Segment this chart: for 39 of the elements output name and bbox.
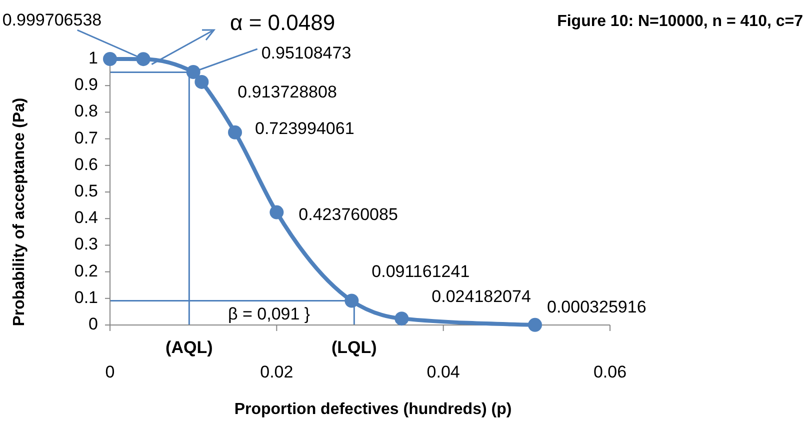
point: [136, 52, 150, 66]
ref-line-label: (AQL): [166, 338, 213, 357]
data-label: 0.000325916: [547, 297, 646, 316]
point: [186, 65, 200, 80]
y-tick-label: 0.8: [74, 102, 98, 121]
data-label: 0.423760085: [298, 204, 398, 224]
point: [194, 74, 209, 89]
y-axis-title: Probability of acceptance (Pa): [11, 98, 28, 326]
point: [394, 312, 409, 326]
ref-line-label: (LQL): [332, 338, 377, 357]
x-tick-label: 0.02: [260, 362, 294, 382]
data-label: 0.024182074: [432, 287, 531, 306]
point: [228, 125, 242, 140]
point: [270, 205, 284, 220]
y-tick-label: 0: [88, 314, 98, 334]
y-tick-label: 0.7: [74, 128, 98, 148]
x-tick-label: 0.04: [426, 362, 460, 382]
x-tick-label: 0.06: [593, 362, 627, 382]
data-label: 0.999706538: [2, 10, 102, 30]
data-label: 0.95108473: [261, 43, 352, 62]
text: Figure 10: N=10000, n = 410, c=7: [557, 13, 804, 30]
y-tick-label: 0.6: [74, 154, 98, 174]
data-label: 0.913728808: [238, 82, 337, 102]
y-tick-label: 0.4: [74, 208, 98, 228]
x-tick-label: 0: [105, 362, 115, 382]
data-label: 0.723994061: [255, 118, 354, 138]
data-label: 0.091161241: [372, 262, 470, 282]
y-tick-label: 0.2: [74, 261, 98, 280]
annotation: α = 0.0489: [230, 10, 336, 35]
y-tick-label: 0.5: [74, 181, 98, 200]
point: [528, 318, 542, 332]
y-tick-label: 0.1: [74, 288, 98, 307]
x-axis-title: Proportion defectives (hundreds) (p): [234, 401, 512, 418]
point: [344, 294, 359, 308]
y-tick-label: 1: [88, 48, 98, 68]
y-tick-label: 0.9: [74, 75, 98, 94]
y-tick-label: 0.3: [74, 234, 98, 254]
annotation: β = 0,091 }: [228, 304, 310, 324]
point: [103, 52, 117, 66]
